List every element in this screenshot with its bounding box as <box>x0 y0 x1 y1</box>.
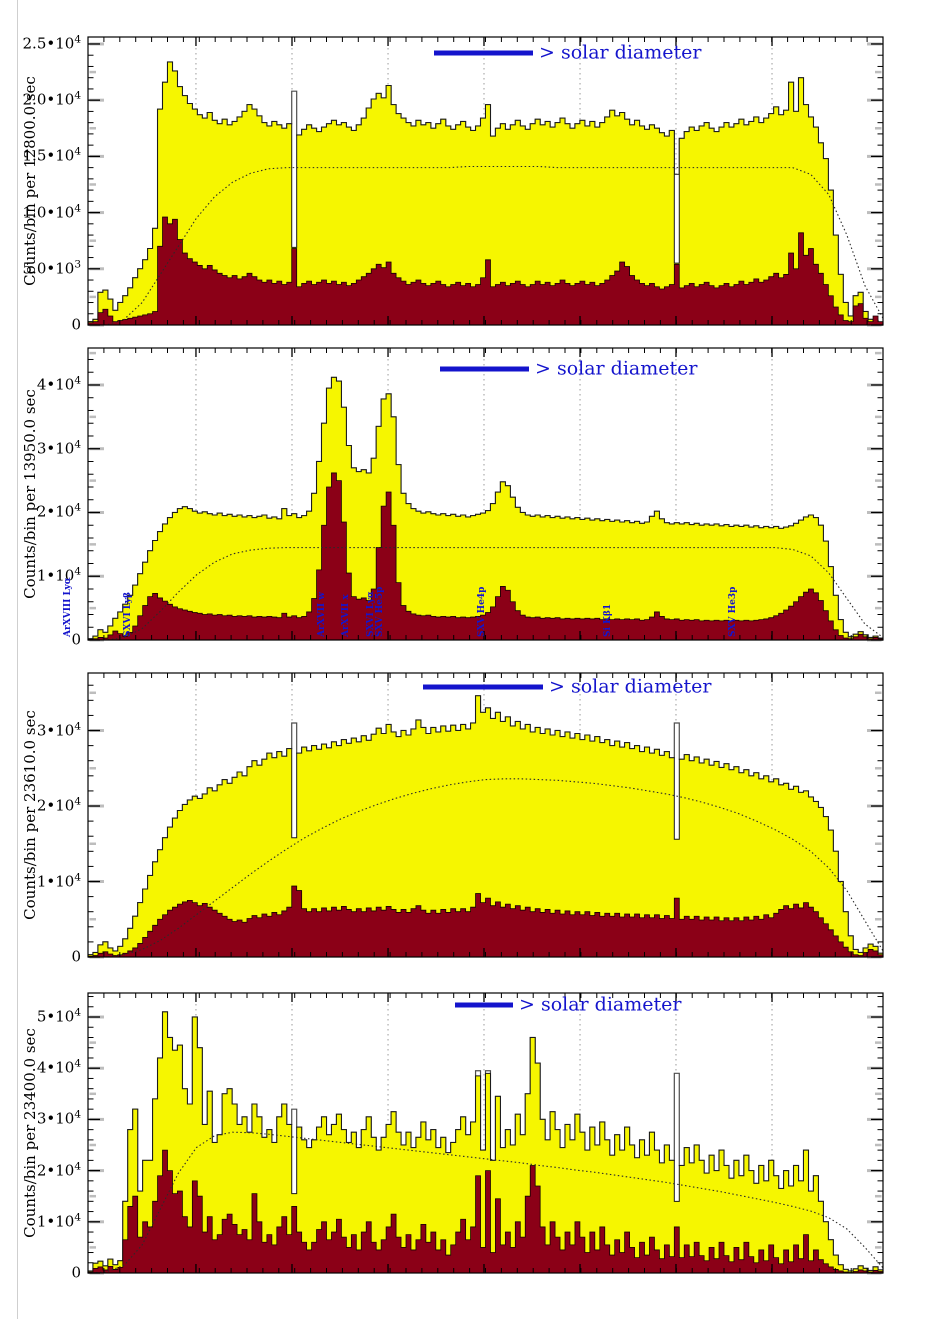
page-edge-line <box>17 0 18 1319</box>
